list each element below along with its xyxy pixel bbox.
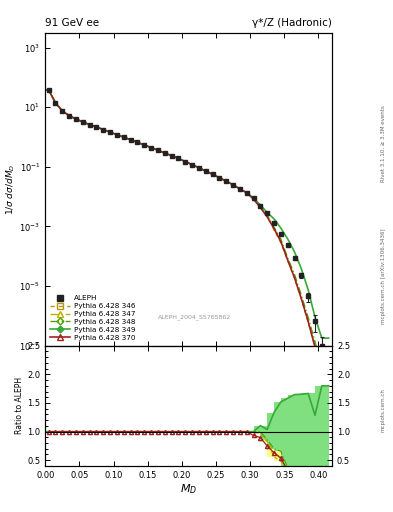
Text: ALEPH_2004_S5765862: ALEPH_2004_S5765862 [158,315,231,321]
X-axis label: $M_D$: $M_D$ [180,482,197,496]
Y-axis label: Ratio to ALEPH: Ratio to ALEPH [15,377,24,434]
Text: γ*/Z (Hadronic): γ*/Z (Hadronic) [252,18,332,28]
Y-axis label: $1/\sigma\;d\sigma/dM_D$: $1/\sigma\;d\sigma/dM_D$ [4,164,17,215]
Text: 91 GeV ee: 91 GeV ee [45,18,99,28]
Text: mcplots.cern.ch: mcplots.cern.ch [381,388,386,432]
Legend: ALEPH, Pythia 6.428 346, Pythia 6.428 347, Pythia 6.428 348, Pythia 6.428 349, P: ALEPH, Pythia 6.428 346, Pythia 6.428 34… [49,294,137,342]
Text: Rivet 3.1.10, ≥ 3.3M events: Rivet 3.1.10, ≥ 3.3M events [381,105,386,182]
Text: mcplots.cern.ch [arXiv:1306.3436]: mcplots.cern.ch [arXiv:1306.3436] [381,229,386,324]
